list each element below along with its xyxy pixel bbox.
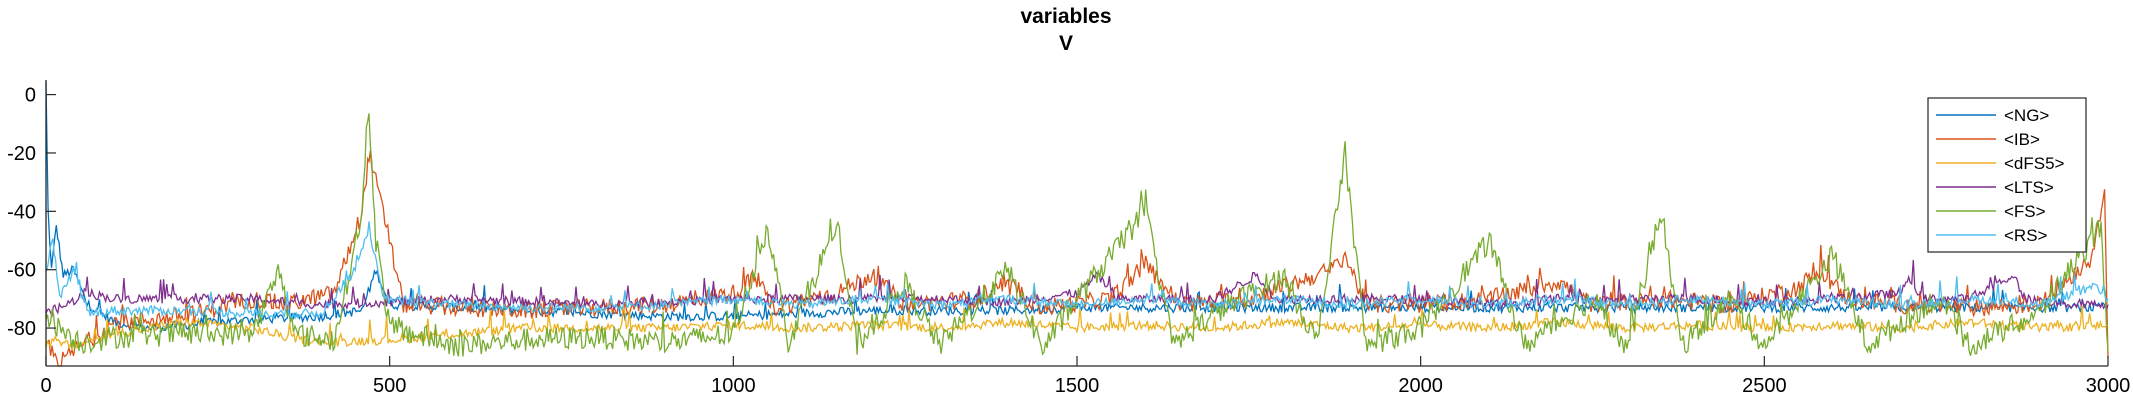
series-line-5 (45, 113, 2109, 357)
legend-label: <dFS5> (2004, 154, 2065, 173)
legend-box (1927, 97, 2087, 253)
legend-label: <RS> (2004, 226, 2048, 245)
series-line-6 (45, 221, 2109, 320)
y-tick-label: -80 (7, 318, 36, 340)
x-tick-label: 1500 (1055, 375, 1100, 397)
legend: <NG> <IB> <dFS5> <LTS> <FS> <RS> (1927, 97, 2087, 253)
y-tick-label: -40 (7, 201, 36, 223)
series-line-2 (45, 150, 2109, 367)
chart-title: variables (1020, 5, 1111, 28)
y-tick-label: -60 (7, 260, 36, 282)
y-tick-label: 0 (25, 85, 36, 107)
x-tick-label: 2000 (1398, 375, 1443, 397)
legend-label: <FS> (2004, 202, 2046, 221)
x-tick-label: 1000 (711, 375, 756, 397)
series-layer (45, 81, 2109, 367)
x-ticks: 0 500 1000 1500 2000 2500 3000 (40, 356, 2130, 397)
x-tick-label: 500 (373, 375, 406, 397)
axes (45, 80, 2108, 367)
series-line-3 (45, 304, 2109, 352)
y-tick-label: -20 (7, 143, 36, 165)
x-tick-label: 2500 (1742, 375, 1787, 397)
legend-label: <IB> (2004, 130, 2040, 149)
chart-subtitle: V (1059, 32, 1073, 55)
x-tick-label: 3000 (2086, 375, 2131, 397)
legend-label: <LTS> (2004, 178, 2054, 197)
legend-label: <NG> (2004, 106, 2049, 125)
x-tick-label: 0 (40, 375, 51, 397)
y-ticks: 0 -20 -40 -60 -80 (7, 85, 56, 340)
